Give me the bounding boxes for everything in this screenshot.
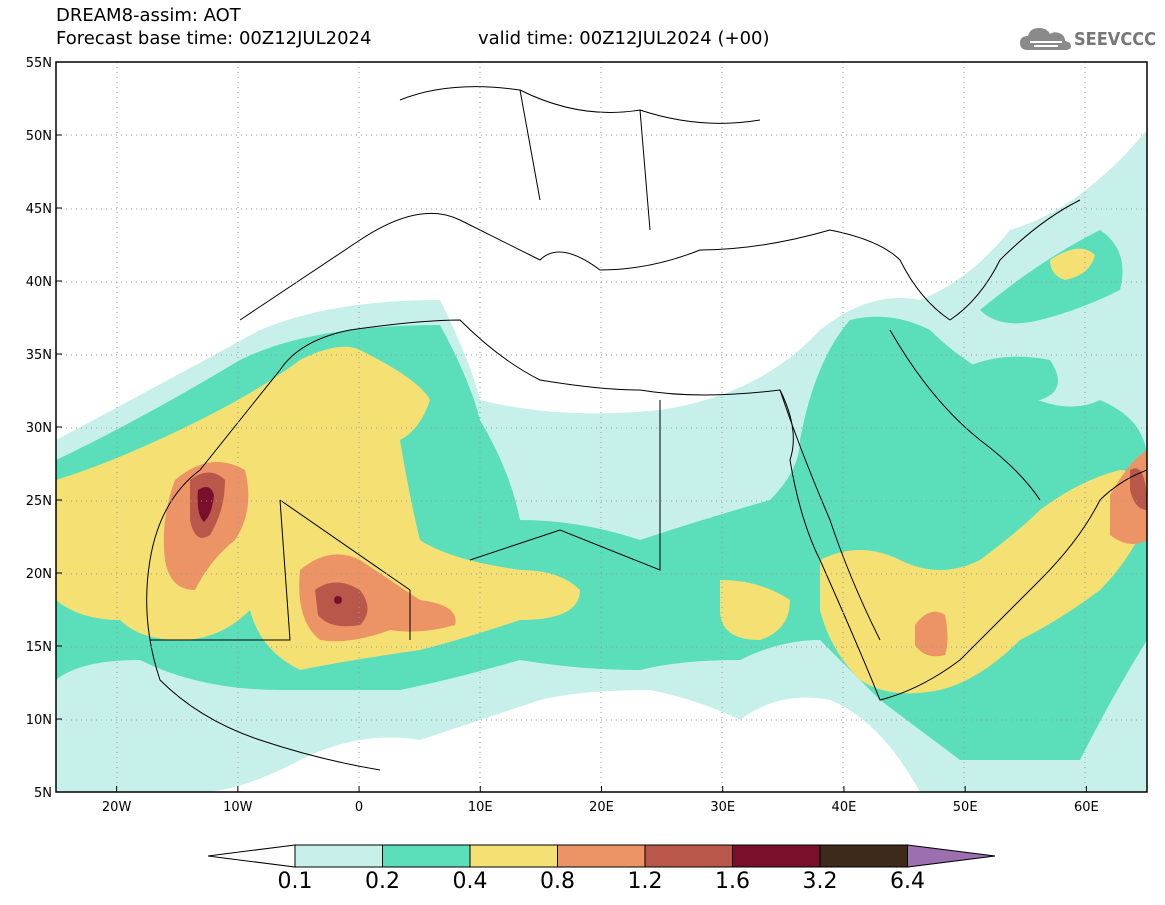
colorbar-high-arrow [907,844,996,868]
colorbar-tick-label: 0.4 [452,869,488,894]
border-libya [469,400,661,571]
aot-level-1.2-oman [1130,468,1147,510]
colorbar-tick-label: 0.8 [540,869,575,894]
longitude-label: 10E [468,800,493,815]
coastlines [146,86,1147,771]
map-title: DREAM8-assim: AOT [56,5,241,26]
latitude-label: 35N [26,348,52,363]
coastline-north [239,199,1081,321]
longitude-label: 60E [1074,800,1099,815]
seevccc-logo: SEEVCCC [1018,22,1158,58]
border-europe [399,86,761,231]
aot-level-1.6-mali [334,596,342,604]
latitude-label: 55N [26,56,52,71]
aot-level-1.2-mali [315,582,368,627]
aot-level-0.4-sahel [720,580,790,640]
colorbar-tick-label: 1.6 [715,869,750,894]
latitude-label: 30N [26,421,52,436]
colorbar-tick-label: 0.2 [365,869,400,894]
border-sahara [150,499,411,641]
coastline-gulf [889,329,1041,501]
colorbar-tick-label: 1.2 [627,869,663,894]
longitude-label: 20W [102,800,132,815]
valid-time: valid time: 00Z12JUL2024 (+00) [478,28,770,49]
longitude-label: 30E [710,800,735,815]
forecast-base-time: Forecast base time: 00Z12JUL2024 [56,28,372,49]
graticule [56,62,1147,792]
longitude-label: 0 [355,800,363,815]
latitude-labels: 55N 50N 45N 40N 35N 30N 25N 20N 15N 10N 5N [26,56,62,801]
latitude-label: 50N [26,129,52,144]
aot-level-0.2-iran [960,356,1058,400]
colorbar-swatch [819,844,908,868]
colorbar-swatch [382,844,471,868]
colorbar-swatch [469,844,558,868]
colorbar-swatch [732,844,821,868]
latitude-label: 45N [26,202,52,217]
longitude-labels: 20W 10W 0 10E 20E 30E 40E 50E 60E [102,786,1099,815]
colorbar-tick-label: 6.4 [890,869,925,894]
longitude-label: 40E [832,800,857,815]
latitude-label: 10N [26,713,52,728]
colorbar-tick-label: 0.1 [277,869,313,894]
longitude-label: 10W [223,800,253,815]
logo-text: SEEVCCC [1074,29,1156,50]
longitude-label: 20E [589,800,614,815]
aot-level-1.6-mauritania [197,486,214,522]
coastline-red-sea [779,389,881,641]
colorbar-tick-label: 3.2 [802,869,838,894]
colorbar [207,844,996,868]
latitude-label: 20N [26,567,52,582]
colorbar-swatch [294,844,383,868]
colorbar-swatch [557,844,646,868]
longitude-label: 50E [953,800,978,815]
colorbar-low-arrow [207,844,296,868]
coastline-west-africa [146,559,381,771]
aot-level-0.8-yemen [915,611,948,657]
coastline-europe-africa [149,319,1147,701]
latitude-label: 15N [26,640,52,655]
latitude-label: 5N [34,786,52,801]
aot-level-0.4-east [820,470,1147,694]
cloud-logo-icon [1020,28,1071,50]
aot-level-0.4-caspian [1050,248,1095,280]
latitude-label: 40N [26,275,52,290]
latitude-label: 25N [26,494,52,509]
aot-field [56,130,1147,792]
colorbar-swatch [644,844,733,868]
